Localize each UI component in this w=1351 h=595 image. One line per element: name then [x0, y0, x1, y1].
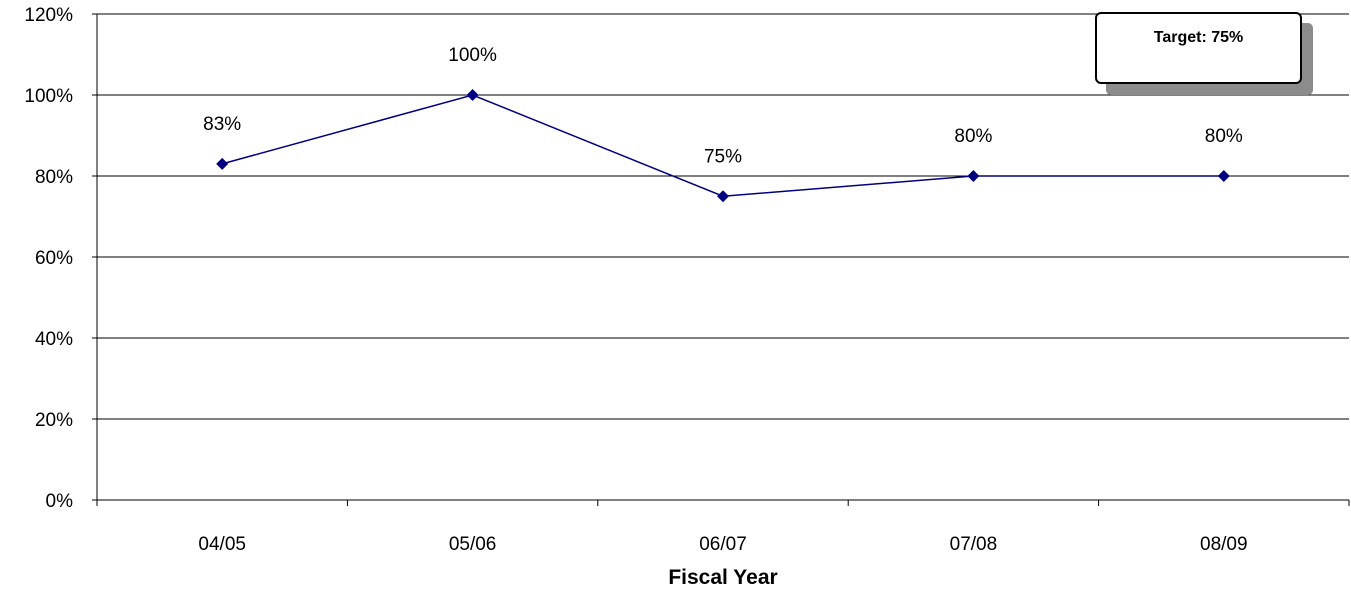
data-label: 80% — [954, 126, 992, 147]
y-tick-label: 80% — [35, 167, 73, 188]
x-tick-label: 06/07 — [699, 534, 747, 555]
x-axis-ticks: 04/05 05/06 06/07 07/08 08/09 — [96, 500, 1350, 555]
callout-text: Target: 75% — [1154, 29, 1244, 46]
y-tick-label: 20% — [35, 410, 73, 431]
data-point — [967, 170, 980, 182]
data-label: 80% — [1205, 126, 1243, 147]
x-tick-label: 04/05 — [198, 534, 246, 555]
data-label: 100% — [448, 45, 497, 66]
x-tick-label: 05/06 — [449, 534, 497, 555]
x-tick-label: 08/09 — [1200, 534, 1248, 555]
y-tick-label: 40% — [35, 329, 73, 350]
y-tick-label: 100% — [24, 86, 73, 107]
series — [216, 89, 1230, 203]
x-tick-label: 07/08 — [950, 534, 998, 555]
y-axis-ticks: 0% 20% 40% 60% 80% 100% 120% — [24, 5, 97, 512]
data-point — [466, 89, 479, 101]
data-label: 83% — [203, 114, 241, 135]
data-labels: 83% 100% 75% 80% 80% — [203, 45, 1243, 167]
x-axis-title: Fiscal Year — [668, 566, 777, 589]
target-callout: Target: 75% — [1095, 12, 1313, 95]
y-tick-label: 120% — [24, 5, 73, 26]
y-tick-label: 60% — [35, 248, 73, 269]
data-point — [1217, 170, 1230, 182]
data-label: 75% — [704, 146, 742, 167]
y-tick-label: 0% — [46, 491, 74, 512]
data-point — [216, 157, 229, 170]
data-point — [717, 190, 729, 203]
gridlines — [97, 13, 1349, 420]
callout-box — [1095, 12, 1302, 84]
